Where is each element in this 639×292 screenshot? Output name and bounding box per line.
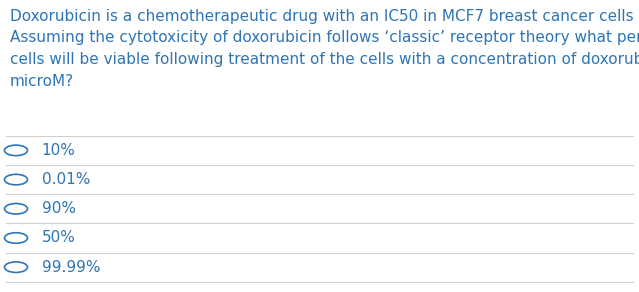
Text: 10%: 10% — [42, 143, 75, 158]
Text: 50%: 50% — [42, 230, 75, 246]
Text: 0.01%: 0.01% — [42, 172, 90, 187]
Text: Doxorubicin is a chemotherapeutic drug with an IC50 in MCF7 breast cancer cells : Doxorubicin is a chemotherapeutic drug w… — [10, 9, 639, 88]
Text: 90%: 90% — [42, 201, 75, 216]
Text: 99.99%: 99.99% — [42, 260, 100, 275]
